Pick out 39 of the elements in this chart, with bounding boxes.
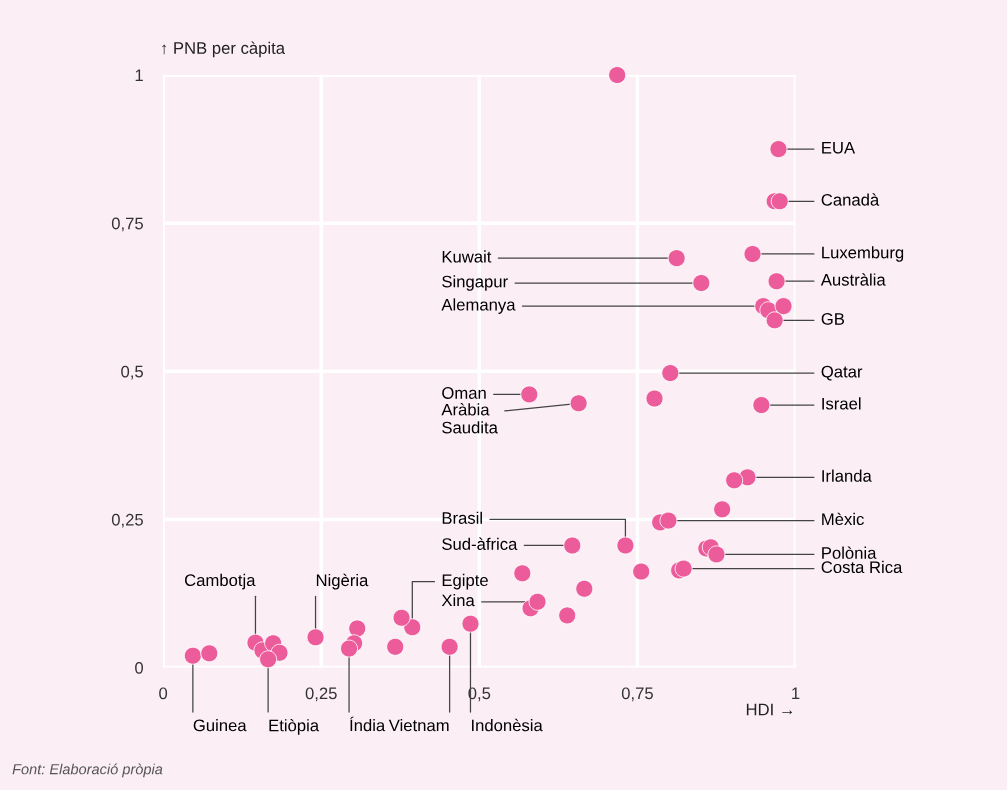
y-tick-label: 1 [135, 69, 143, 82]
annotation: Luxemburg [822, 246, 904, 262]
annotation: Alemanya [441, 298, 516, 314]
annotation: Austràlia [820, 273, 886, 286]
annotation: Israel [822, 397, 861, 410]
annotation: Costa Rica [821, 560, 903, 574]
annotation: Polònia [822, 546, 877, 559]
text: Font: Elaboració pròpia [12, 763, 163, 778]
annotation: Egipte [442, 573, 488, 590]
annotation: Cambotja [184, 573, 256, 590]
x-tick-label: 0 [159, 687, 168, 700]
annotation: Vietnam [388, 719, 449, 732]
annotation: Indonèsia [472, 718, 543, 732]
y-tick-label: 0,75 [111, 217, 143, 232]
annotation: Sud-àfrica [442, 537, 518, 550]
annotation: Etiòpia [269, 718, 320, 735]
annotation: Nigèria [316, 573, 369, 590]
x-tick-label: 0,25 [305, 687, 337, 702]
annotation: Aràbia Saudita [441, 403, 498, 434]
y-axis-title: ↑ PNB per càpita [162, 41, 286, 58]
annotation: EUA [822, 141, 856, 154]
annotation: Irlanda [822, 469, 872, 482]
x-tick-label: 1 [792, 687, 800, 700]
annotation: Kuwait [442, 250, 492, 263]
annotation: Xina [441, 594, 475, 607]
x-tick-label: 0,75 [621, 687, 653, 702]
x-axis-title: HDI → [746, 703, 793, 716]
annotation: Brasil [442, 511, 482, 524]
annotation: Índia [350, 716, 386, 732]
annotation: Canadà [821, 193, 880, 206]
annotation: GB [821, 313, 845, 325]
annotation: Singapur [442, 275, 508, 291]
annotation: Oman [442, 387, 486, 399]
annotation: Mèxic [822, 512, 864, 526]
y-tick-label: 0,5 [121, 365, 143, 380]
annotation: Qatar [821, 365, 863, 381]
y-tick-label: 0 [135, 661, 144, 674]
annotation: Guinea [193, 719, 247, 732]
y-tick-label: 0,25 [111, 513, 143, 528]
